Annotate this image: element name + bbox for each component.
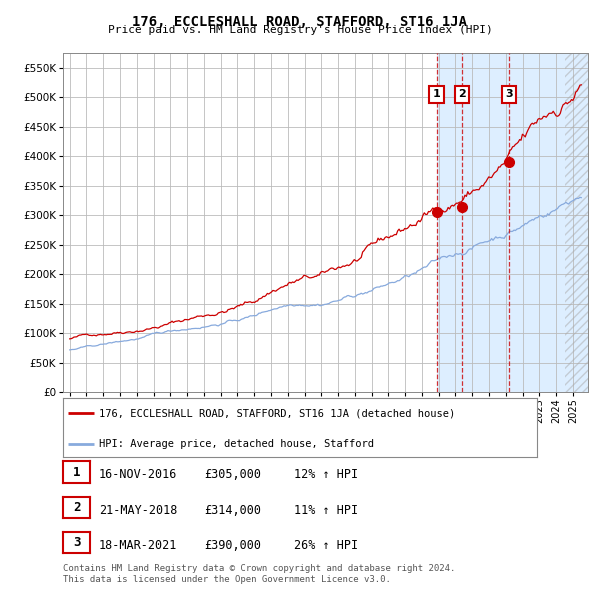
Text: £305,000: £305,000 bbox=[204, 468, 261, 481]
Text: 3: 3 bbox=[73, 536, 80, 549]
Text: 1: 1 bbox=[73, 466, 80, 478]
Text: £314,000: £314,000 bbox=[204, 504, 261, 517]
Text: 21-MAY-2018: 21-MAY-2018 bbox=[99, 504, 178, 517]
Text: 3: 3 bbox=[506, 90, 513, 99]
Text: £390,000: £390,000 bbox=[204, 539, 261, 552]
Text: 16-NOV-2016: 16-NOV-2016 bbox=[99, 468, 178, 481]
Text: Price paid vs. HM Land Registry's House Price Index (HPI): Price paid vs. HM Land Registry's House … bbox=[107, 25, 493, 35]
Text: This data is licensed under the Open Government Licence v3.0.: This data is licensed under the Open Gov… bbox=[63, 575, 391, 584]
Text: 18-MAR-2021: 18-MAR-2021 bbox=[99, 539, 178, 552]
Text: 1: 1 bbox=[433, 90, 440, 99]
Text: 2: 2 bbox=[458, 90, 466, 99]
Text: 176, ECCLESHALL ROAD, STAFFORD, ST16 1JA: 176, ECCLESHALL ROAD, STAFFORD, ST16 1JA bbox=[133, 15, 467, 29]
Text: HPI: Average price, detached house, Stafford: HPI: Average price, detached house, Staf… bbox=[98, 440, 374, 449]
Text: 176, ECCLESHALL ROAD, STAFFORD, ST16 1JA (detached house): 176, ECCLESHALL ROAD, STAFFORD, ST16 1JA… bbox=[98, 408, 455, 418]
Text: 26% ↑ HPI: 26% ↑ HPI bbox=[294, 539, 358, 552]
Text: 12% ↑ HPI: 12% ↑ HPI bbox=[294, 468, 358, 481]
Text: 11% ↑ HPI: 11% ↑ HPI bbox=[294, 504, 358, 517]
Text: 2: 2 bbox=[73, 501, 80, 514]
Text: Contains HM Land Registry data © Crown copyright and database right 2024.: Contains HM Land Registry data © Crown c… bbox=[63, 565, 455, 573]
Bar bbox=[437, 53, 588, 392]
Bar bbox=[565, 53, 588, 392]
